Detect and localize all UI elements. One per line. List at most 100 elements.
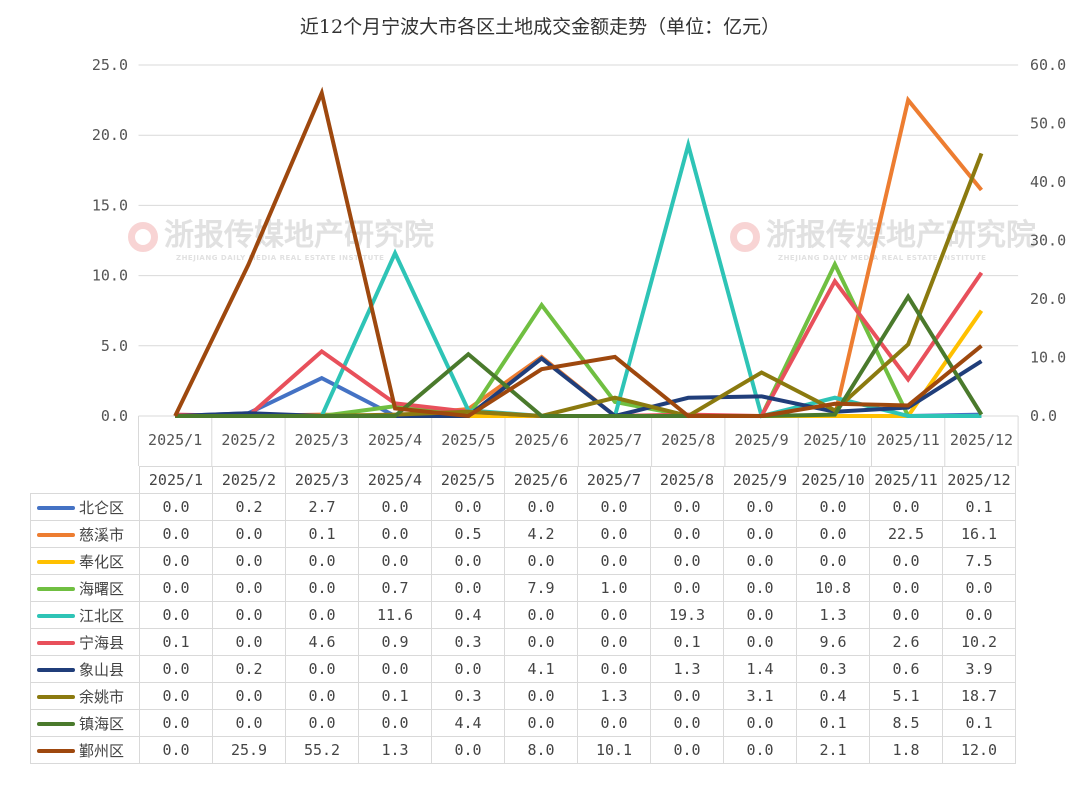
- legend-swatch: [37, 587, 75, 591]
- watermark-logo-icon: [730, 221, 760, 252]
- legend-entry: 江北区: [30, 601, 140, 629]
- legend-entry: 镇海区: [30, 709, 140, 737]
- table-cell: 0.1: [796, 709, 870, 737]
- table-cell: 0.0: [431, 547, 505, 575]
- table-cell: 7.5: [942, 547, 1016, 575]
- table-cell: 0.0: [212, 628, 286, 656]
- table-header-cell: 2025/5: [431, 466, 505, 494]
- y-tick-label: 20.0: [92, 126, 128, 144]
- table-cell: 0.0: [139, 682, 213, 710]
- legend-label: 余姚市: [79, 687, 125, 706]
- table-cell: 18.7: [942, 682, 1016, 710]
- table-cell: 0.0: [504, 682, 578, 710]
- table-cell: 0.0: [504, 493, 578, 521]
- table-row: 余姚市 0.0 0.0 0.0 0.1 0.3 0.0 1.3 0.0 3.1 0.4 5.1 18.7: [30, 682, 1016, 710]
- table-cell: 0.0: [358, 520, 432, 548]
- table-cell: 0.0: [431, 736, 505, 764]
- table-cell: 1.3: [358, 736, 432, 764]
- x-tick-label: 2025/5: [441, 431, 495, 449]
- table-cell: 3.1: [723, 682, 797, 710]
- table-header-row: 2025/1 2025/2 2025/3 2025/4 2025/5 2025/6 2025…: [30, 466, 1016, 494]
- x-tick-label: 2025/7: [588, 431, 642, 449]
- legend-entry: 慈溪市: [30, 520, 140, 548]
- table-cell: 5.1: [869, 682, 943, 710]
- table-header-cell: 2025/6: [504, 466, 578, 494]
- table-cell: 0.0: [650, 682, 724, 710]
- table-cell: 1.3: [577, 682, 651, 710]
- table-corner: [30, 466, 140, 494]
- x-tick-label: 2025/11: [877, 431, 940, 449]
- legend-label: 海曙区: [79, 579, 125, 598]
- table-cell: 1.3: [650, 655, 724, 683]
- table-header-cell: 2025/4: [358, 466, 432, 494]
- legend-swatch: [37, 722, 75, 726]
- legend-label: 鄞州区: [79, 741, 125, 760]
- table-cell: 0.0: [285, 601, 359, 629]
- table-cell: 4.2: [504, 520, 578, 548]
- table-cell: 0.0: [285, 682, 359, 710]
- series-line-海曙区: [175, 259, 982, 419]
- table-cell: 3.9: [942, 655, 1016, 683]
- legend-swatch: [37, 614, 75, 618]
- table-cell: 10.1: [577, 736, 651, 764]
- table-header-cell: 2025/1: [139, 466, 213, 494]
- legend-label: 象山县: [79, 660, 125, 679]
- table-cell: 11.6: [358, 601, 432, 629]
- legend-label: 北仑区: [79, 498, 125, 517]
- x-tick-label: 2025/12: [950, 431, 1013, 449]
- table-cell: 0.0: [139, 547, 213, 575]
- table-row: 鄞州区 0.0 25.9 55.2 1.3 0.0 8.0 10.1 0.0 0.0 2.1 1.8 1…: [30, 736, 1016, 764]
- table-row: 奉化区 0.0 0.0 0.0 0.0 0.0 0.0 0.0 0.0 0.0 0.0 0.0 7.5: [30, 547, 1016, 575]
- y2-tick-label: 20.0: [1030, 290, 1066, 308]
- y2-tick-label: 0.0: [1030, 407, 1057, 425]
- watermark: 浙报传媒地产研究院 ZHEJIANG DAILY MEDIA REAL ESTAT…: [730, 210, 1036, 262]
- table-cell: 0.1: [942, 493, 1016, 521]
- table-header-cell: 2025/11: [869, 466, 943, 494]
- table-cell: 0.0: [723, 628, 797, 656]
- table-cell: 25.9: [212, 736, 286, 764]
- legend-label: 奉化区: [79, 552, 125, 571]
- table-cell: 0.0: [139, 709, 213, 737]
- legend-entry: 宁海县: [30, 628, 140, 656]
- table-cell: 0.9: [358, 628, 432, 656]
- table-cell: 0.0: [723, 601, 797, 629]
- x-tick-label: 2025/6: [515, 431, 569, 449]
- table-cell: 0.0: [285, 655, 359, 683]
- table-cell: 0.3: [431, 682, 505, 710]
- table-cell: 0.4: [796, 682, 870, 710]
- table-cell: 0.0: [650, 736, 724, 764]
- table-cell: 22.5: [869, 520, 943, 548]
- table-cell: 0.0: [139, 655, 213, 683]
- table-cell: 0.0: [577, 601, 651, 629]
- table-cell: 4.4: [431, 709, 505, 737]
- table-row: 镇海区 0.0 0.0 0.0 0.0 4.4 0.0 0.0 0.0 0.0 0.1 8.5 0.1: [30, 709, 1016, 737]
- table-cell: 0.0: [869, 574, 943, 602]
- table-cell: 0.0: [577, 520, 651, 548]
- table-row: 慈溪市 0.0 0.0 0.1 0.0 0.5 4.2 0.0 0.0 0.0 0.0 22.5 16.…: [30, 520, 1016, 548]
- table-cell: 0.1: [650, 628, 724, 656]
- table-cell: 10.2: [942, 628, 1016, 656]
- x-tick-label: 2025/1: [148, 431, 202, 449]
- table-cell: 2.6: [869, 628, 943, 656]
- y2-tick-label: 50.0: [1030, 115, 1066, 133]
- table-cell: 0.0: [650, 574, 724, 602]
- x-tick-label: 2025/10: [803, 431, 866, 449]
- table-cell: 0.0: [577, 709, 651, 737]
- y2-tick-label: 30.0: [1030, 232, 1066, 250]
- table-cell: 0.0: [942, 601, 1016, 629]
- table-cell: 0.2: [212, 655, 286, 683]
- table-cell: 0.0: [139, 574, 213, 602]
- legend-entry: 鄞州区: [30, 736, 140, 764]
- table-cell: 0.0: [431, 574, 505, 602]
- table-header-cell: 2025/7: [577, 466, 651, 494]
- legend-label: 慈溪市: [79, 525, 125, 544]
- table-cell: 0.4: [431, 601, 505, 629]
- table-cell: 0.0: [285, 574, 359, 602]
- table-cell: 0.0: [942, 574, 1016, 602]
- legend-swatch: [37, 749, 75, 753]
- table-cell: 19.3: [650, 601, 724, 629]
- table-cell: 0.0: [723, 736, 797, 764]
- legend-label: 宁海县: [79, 633, 125, 652]
